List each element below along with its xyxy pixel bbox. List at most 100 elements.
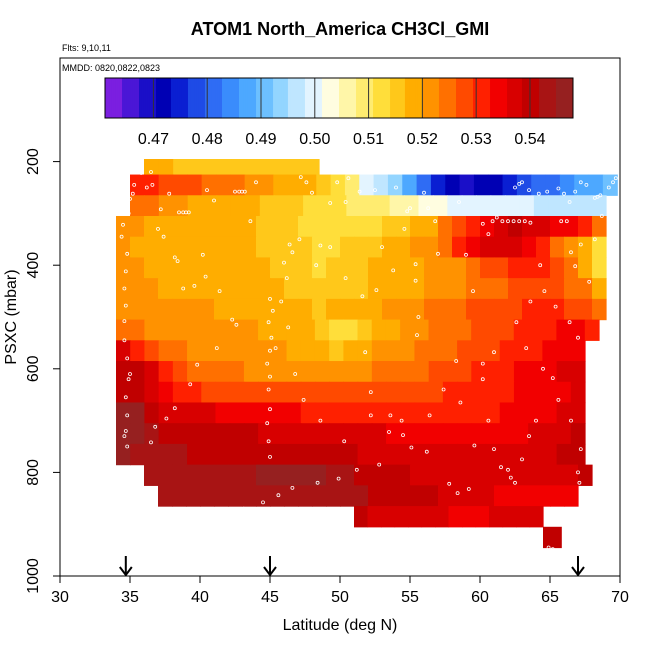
colorbar-swatch: [383, 78, 387, 118]
colorbar-swatch: [413, 78, 417, 118]
heatmap-cell: [357, 361, 373, 383]
heatmap-cell: [158, 278, 173, 300]
heatmap-cell: [214, 464, 229, 486]
colorbar-swatch: [507, 78, 510, 118]
heatmap-cell: [286, 319, 302, 341]
heatmap-cell: [414, 319, 430, 341]
heatmap-cell: [418, 195, 434, 217]
heatmap-cell: [480, 298, 495, 321]
colorbar-swatch: [317, 78, 321, 118]
heatmap-cell: [245, 195, 261, 217]
colorbar-swatch: [143, 78, 146, 118]
heatmap-cell: [172, 381, 188, 404]
track-point: [494, 215, 499, 220]
heatmap-cell: [130, 195, 146, 217]
track-point: [556, 397, 561, 402]
colorbar-swatch: [111, 78, 115, 118]
heatmap-cell: [200, 464, 215, 486]
track-point: [528, 220, 533, 225]
colorbar-swatch: [390, 78, 393, 118]
heatmap-cell: [229, 361, 245, 383]
track-point: [265, 361, 270, 366]
heatmap-cell: [400, 340, 416, 362]
heatmap-cell: [256, 215, 271, 238]
heatmap-cell: [578, 298, 593, 321]
heatmap-cell: [428, 340, 444, 362]
track-point: [513, 185, 517, 190]
y-tick-label: 800: [25, 459, 42, 486]
colorbar-swatch: [296, 78, 300, 118]
heatmap-cell: [550, 298, 565, 321]
heatmap-cell: [116, 319, 131, 341]
track-point: [328, 245, 333, 250]
colorbar-swatch: [504, 78, 508, 118]
heatmap-cell: [466, 257, 481, 279]
heatmap-cell: [243, 443, 259, 466]
heatmap-cell: [592, 215, 607, 238]
colorbar-swatch: [136, 78, 140, 118]
heatmap-cell: [471, 319, 486, 341]
track-point: [368, 390, 373, 395]
track-point: [455, 491, 460, 496]
track-point: [606, 185, 611, 190]
track-point: [144, 185, 149, 190]
heatmap-cell: [513, 340, 529, 362]
colorbar-swatch: [451, 78, 455, 118]
heatmap-cell: [368, 257, 383, 279]
heatmap-cell: [130, 174, 145, 196]
track-point: [156, 226, 160, 231]
colorbar-tick-label: 0.52: [407, 131, 438, 148]
heatmap-cell: [201, 443, 217, 466]
colorbar-swatch: [524, 78, 527, 118]
colorbar-swatch: [117, 78, 121, 118]
colorbar-swatch: [119, 78, 123, 118]
colorbar-swatch: [258, 78, 261, 118]
heatmap-cell: [494, 298, 509, 321]
chart-title: ATOM1 North_America CH3Cl_GMI: [191, 19, 489, 39]
heatmap-cell: [316, 174, 332, 196]
heatmap-cell: [201, 402, 217, 424]
heatmap-cell: [229, 443, 245, 466]
track-point: [377, 462, 382, 467]
heatmap-cell: [386, 402, 401, 424]
x-tick-label: 45: [261, 589, 279, 606]
heatmap-cell: [300, 402, 316, 424]
heatmap-cell: [522, 215, 537, 238]
colorbar-swatch: [194, 78, 197, 118]
track-point: [126, 377, 131, 382]
heatmap-cell: [329, 361, 344, 383]
heatmap-cell: [187, 174, 203, 196]
track-point: [139, 171, 144, 175]
colorbar-swatch: [511, 78, 514, 118]
colorbar-swatch: [122, 78, 125, 118]
heatmap-cell: [485, 443, 501, 466]
heatmap-cell: [522, 485, 537, 507]
colorbar-swatch: [434, 78, 438, 118]
colorbar-frame: [104, 77, 574, 119]
heatmap-cell: [172, 464, 187, 486]
heatmap-cell: [528, 402, 543, 424]
colorbar-swatch: [158, 78, 161, 118]
track-point: [188, 382, 193, 387]
heatmap-cell: [505, 195, 521, 217]
track-point: [269, 335, 274, 340]
heatmap-cell: [270, 298, 285, 321]
track-point: [286, 325, 291, 330]
track-point: [380, 245, 384, 250]
track-point: [177, 210, 181, 215]
track-point: [130, 191, 135, 196]
colorbar-swatch: [424, 78, 427, 118]
heatmap-cell: [471, 423, 487, 445]
colorbar-swatch: [341, 78, 344, 118]
track-point: [301, 397, 306, 402]
heatmap-cell: [258, 443, 273, 466]
track-point: [119, 234, 124, 239]
heatmap-cell: [200, 257, 215, 279]
heatmap-cell: [499, 319, 515, 341]
colorbar-swatch: [124, 78, 127, 118]
track-point: [441, 387, 446, 392]
heatmap-cell: [228, 485, 243, 507]
heatmap-cell: [382, 278, 397, 300]
colorbar-swatch: [417, 78, 421, 118]
colorbar-swatch: [562, 78, 565, 118]
